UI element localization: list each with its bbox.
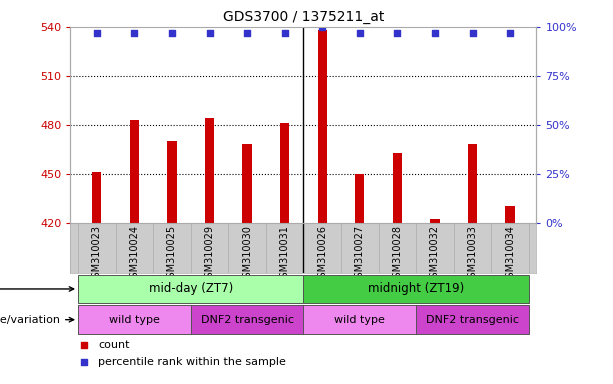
Bar [78,305,191,334]
Point [280,30,289,36]
Text: GSM310029: GSM310029 [205,225,215,284]
Text: wild type: wild type [334,314,385,325]
Bar [303,305,416,334]
Text: count: count [99,340,130,350]
Bar [318,30,327,223]
Point [505,30,515,36]
Bar [78,275,303,303]
Bar [303,275,529,303]
Point [392,30,402,36]
Text: time: time [0,284,74,294]
Point [80,359,89,365]
Text: DNF2 transgenic: DNF2 transgenic [426,314,519,325]
Bar [505,207,515,223]
Point [430,30,440,36]
Point [92,30,102,36]
Text: GSM310028: GSM310028 [392,225,402,284]
Bar [468,144,477,223]
Text: GSM310031: GSM310031 [280,225,290,284]
Text: GSM310027: GSM310027 [355,225,365,284]
Text: wild type: wild type [109,314,160,325]
Point [129,30,139,36]
Text: GSM310024: GSM310024 [129,225,139,284]
Bar [167,141,177,223]
Bar [280,123,289,223]
Text: GSM310023: GSM310023 [92,225,102,284]
Bar [205,118,214,223]
Point [80,342,89,348]
Text: midnight (ZT19): midnight (ZT19) [368,283,464,295]
Point [167,30,177,36]
Point [242,30,252,36]
Text: GSM310032: GSM310032 [430,225,440,284]
Text: mid-day (ZT7): mid-day (ZT7) [148,283,233,295]
Text: GSM310025: GSM310025 [167,225,177,284]
Bar [130,120,139,223]
Bar [430,220,440,223]
Bar [242,144,252,223]
Title: GDS3700 / 1375211_at: GDS3700 / 1375211_at [223,10,384,25]
Point [318,24,327,30]
Text: GSM310030: GSM310030 [242,225,252,284]
Text: GSM310033: GSM310033 [468,225,478,284]
Point [355,30,365,36]
Text: percentile rank within the sample: percentile rank within the sample [99,357,286,367]
Point [468,30,478,36]
Bar [355,174,365,223]
Bar [393,152,402,223]
Text: GSM310026: GSM310026 [317,225,327,284]
Text: GSM310034: GSM310034 [505,225,515,284]
Bar [191,305,303,334]
Point [205,30,215,36]
Text: genotype/variation: genotype/variation [0,314,74,325]
Bar [416,305,529,334]
Bar [92,172,102,223]
Text: DNF2 transgenic: DNF2 transgenic [200,314,294,325]
